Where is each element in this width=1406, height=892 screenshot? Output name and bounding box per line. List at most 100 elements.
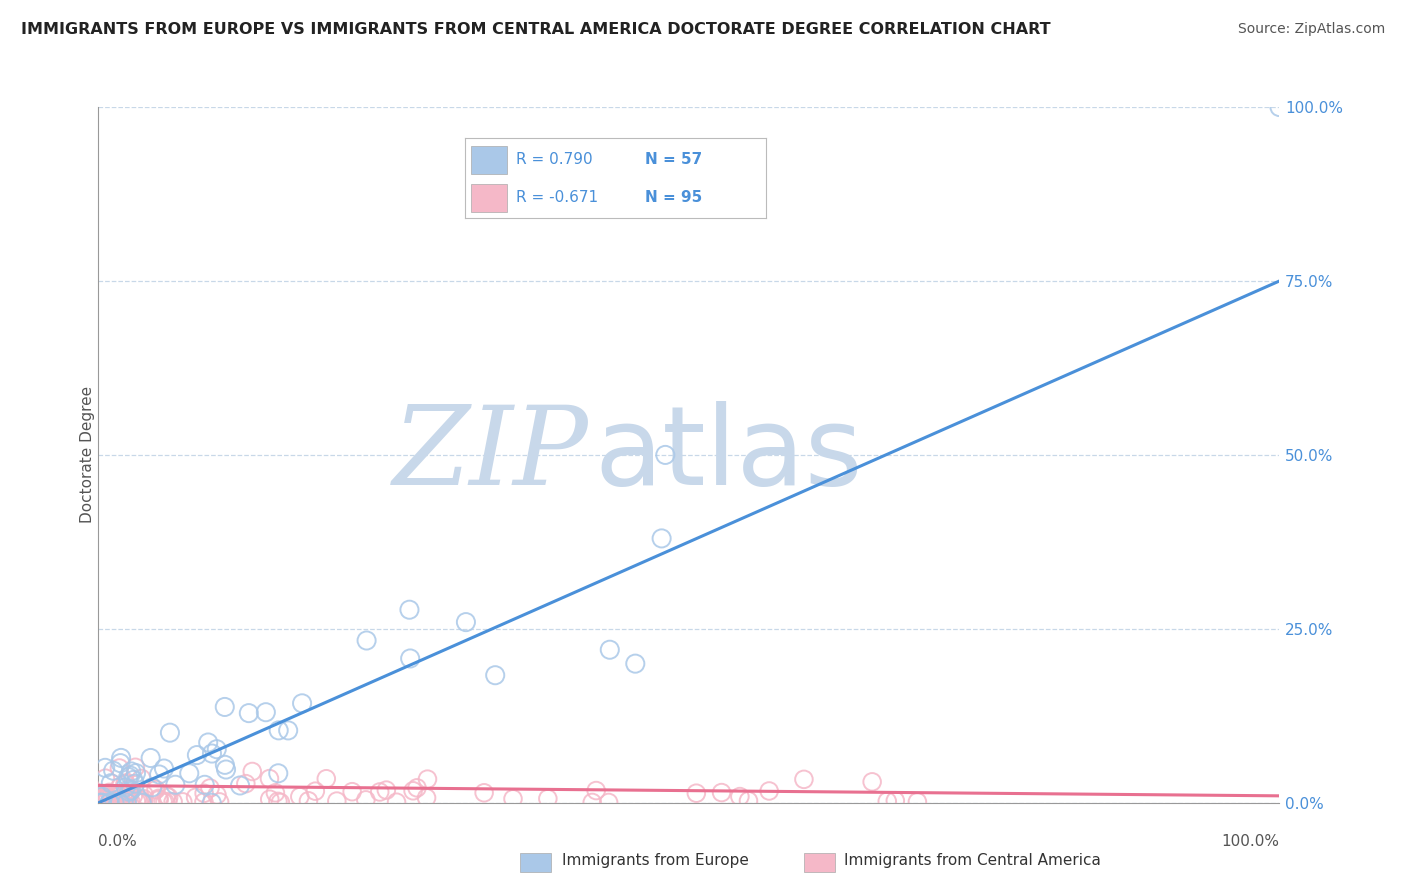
Point bbox=[598, 796, 620, 810]
Text: atlas: atlas bbox=[595, 401, 863, 508]
Point bbox=[98, 796, 121, 810]
Point bbox=[125, 766, 148, 780]
Point bbox=[326, 794, 349, 808]
Point bbox=[214, 700, 236, 714]
Point bbox=[259, 792, 281, 806]
Point bbox=[103, 764, 125, 778]
Point bbox=[416, 772, 439, 786]
Point bbox=[90, 792, 112, 806]
Point bbox=[264, 786, 287, 800]
Point bbox=[259, 772, 281, 786]
Point bbox=[172, 795, 194, 809]
Point bbox=[152, 795, 174, 809]
Point bbox=[415, 790, 437, 805]
Point bbox=[153, 795, 176, 809]
Point bbox=[267, 766, 290, 780]
Point bbox=[98, 796, 121, 810]
Point bbox=[112, 791, 135, 805]
Point bbox=[728, 789, 751, 804]
Point bbox=[193, 786, 215, 800]
Point bbox=[120, 764, 142, 779]
Point bbox=[159, 725, 181, 739]
Point bbox=[194, 778, 217, 792]
Point bbox=[148, 767, 170, 781]
Point bbox=[100, 793, 122, 807]
Point bbox=[288, 789, 311, 804]
Point bbox=[685, 786, 707, 800]
Point bbox=[124, 760, 146, 774]
Point bbox=[340, 785, 363, 799]
Point bbox=[156, 795, 179, 809]
Point bbox=[127, 791, 149, 805]
Point bbox=[90, 787, 112, 801]
Point bbox=[131, 772, 153, 786]
Point bbox=[354, 793, 377, 807]
Point bbox=[103, 796, 125, 810]
Point bbox=[651, 532, 673, 546]
Point bbox=[155, 789, 177, 803]
Point bbox=[375, 783, 398, 797]
Point bbox=[114, 777, 136, 791]
Point bbox=[179, 766, 201, 780]
Text: Immigrants from Europe: Immigrants from Europe bbox=[562, 854, 749, 868]
Point bbox=[502, 792, 524, 806]
Point bbox=[115, 796, 138, 810]
Point bbox=[238, 706, 260, 720]
Point bbox=[108, 789, 131, 804]
Text: Source: ZipAtlas.com: Source: ZipAtlas.com bbox=[1237, 22, 1385, 37]
Point bbox=[90, 786, 112, 800]
Point bbox=[114, 780, 136, 795]
Point bbox=[356, 633, 378, 648]
Text: ZIP: ZIP bbox=[392, 401, 589, 508]
Point bbox=[118, 788, 141, 802]
Point bbox=[291, 696, 314, 710]
Point bbox=[214, 757, 236, 772]
Point bbox=[472, 786, 495, 800]
Point bbox=[398, 603, 420, 617]
Point bbox=[96, 795, 118, 809]
Point bbox=[111, 795, 134, 809]
Point bbox=[201, 747, 224, 761]
Point bbox=[120, 768, 142, 782]
Point bbox=[120, 783, 142, 797]
Point bbox=[118, 785, 141, 799]
Point bbox=[385, 795, 408, 809]
Point bbox=[876, 794, 898, 808]
Point bbox=[148, 792, 170, 806]
Point bbox=[125, 794, 148, 808]
Point bbox=[599, 642, 621, 657]
Point bbox=[91, 796, 114, 810]
Point bbox=[100, 788, 122, 802]
Point bbox=[585, 783, 607, 797]
Point bbox=[267, 723, 290, 738]
Point bbox=[110, 751, 132, 765]
Point bbox=[215, 763, 238, 777]
Point bbox=[793, 772, 815, 787]
Point bbox=[186, 747, 208, 762]
Point bbox=[122, 789, 145, 803]
Point bbox=[98, 794, 121, 808]
Point bbox=[98, 785, 121, 799]
Point bbox=[124, 777, 146, 791]
Point bbox=[201, 796, 224, 810]
Point bbox=[537, 791, 560, 805]
Point bbox=[254, 705, 277, 719]
Y-axis label: Doctorate Degree: Doctorate Degree bbox=[80, 386, 94, 524]
Point bbox=[94, 761, 117, 775]
Point bbox=[145, 782, 167, 797]
Point bbox=[90, 795, 112, 809]
Point bbox=[860, 774, 883, 789]
Text: 0.0%: 0.0% bbox=[98, 834, 138, 849]
Point bbox=[132, 788, 155, 802]
Point bbox=[162, 795, 184, 809]
Point bbox=[148, 791, 170, 805]
Point bbox=[90, 796, 112, 810]
Point bbox=[624, 657, 647, 671]
Point bbox=[208, 795, 231, 809]
Point bbox=[184, 790, 207, 805]
Point bbox=[90, 796, 112, 810]
Point bbox=[758, 784, 780, 798]
Point bbox=[229, 779, 252, 793]
Point bbox=[205, 788, 228, 802]
Point bbox=[581, 796, 603, 810]
